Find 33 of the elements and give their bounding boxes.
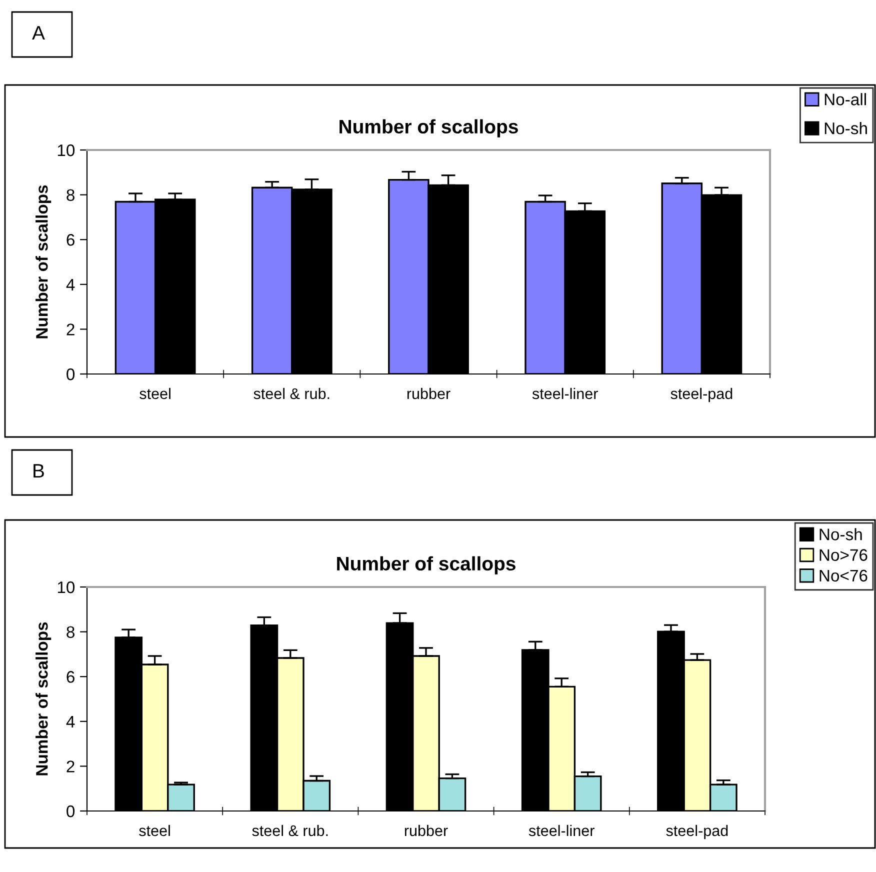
text: A [32,26,45,40]
x-tick-label: rubber [407,388,450,400]
y-tick-label: 8 [66,626,74,638]
y-tick-label: 6 [66,234,74,246]
y-tick-label: 4 [66,278,75,290]
y-tick-label: 0 [66,805,75,818]
y-tick-label: 0 [66,368,75,380]
y-tick-label: 10 [58,144,75,156]
y-tick-label: 2 [66,324,74,336]
y-axis-title: Number of scallops [36,185,52,338]
x-tick-label: steel-liner [528,824,594,836]
y-tick-label: 2 [66,760,74,772]
legend-label: No<76 [820,570,868,582]
legend-label: No-sh [820,528,862,540]
x-tick-label: steel-liner [532,388,598,400]
y-tick-label: 6 [66,671,74,683]
legend-label: No>76 [820,549,868,561]
x-tick-label: steel & rub. [254,388,330,400]
text: B [34,464,44,478]
y-tick-label: 8 [66,189,74,202]
x-tick-label: rubber [404,824,448,836]
x-tick-label: steel-pad [666,824,728,840]
y-tick-label: 10 [58,581,75,594]
x-tick-label: steel [140,388,170,400]
x-tick-label: steel & rub. [252,824,328,836]
legend-label: No-sh [824,122,867,134]
x-tick-label: steel-pad [670,388,732,402]
x-tick-label: steel [139,824,170,836]
y-tick-label: 4 [66,716,75,728]
chart-title: Number of scallops [337,556,516,574]
y-axis-title: Number of scallops [36,622,52,776]
chart-title: Number of scallops [340,119,518,138]
legend-label: No-all [824,93,866,106]
